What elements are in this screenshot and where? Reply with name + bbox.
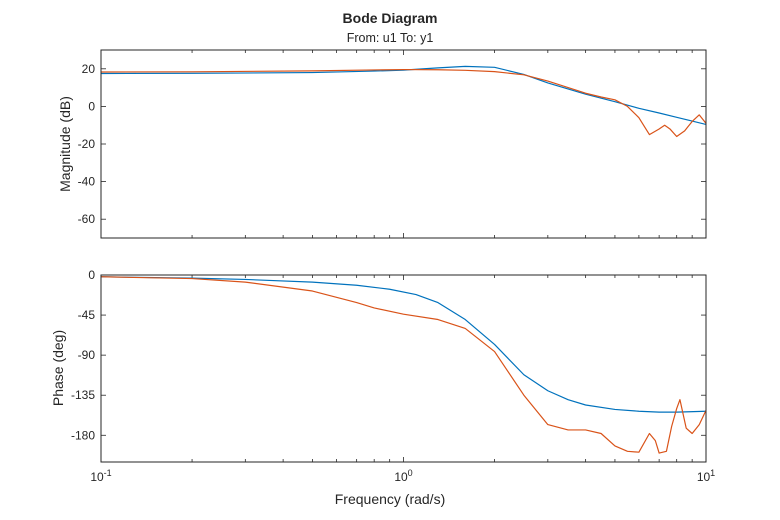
y-tick-label: -60 xyxy=(78,212,96,226)
y-tick-label: -135 xyxy=(71,388,95,402)
y-tick-label: -40 xyxy=(78,175,96,189)
y-tick-label: -180 xyxy=(71,428,95,442)
phase-panel: 0 -45 -90 -135 -180 10-1 100 101 xyxy=(71,268,715,484)
y-tick-label: 0 xyxy=(88,99,95,113)
magnitude-series-1-line xyxy=(101,65,706,126)
y-tick-label: -45 xyxy=(78,308,96,322)
magnitude-axes-box xyxy=(100,49,707,239)
phase-series-1-line xyxy=(101,276,706,413)
phase-axes-box xyxy=(100,274,707,463)
x-tick-label: 101 xyxy=(697,468,715,484)
phase-series-2-line xyxy=(101,276,706,454)
y-tick-label: -20 xyxy=(78,137,96,151)
y-tick-label: 0 xyxy=(88,268,95,282)
magnitude-series-2-line xyxy=(101,68,706,138)
y-tick-label: -90 xyxy=(78,348,96,362)
y-tick-label: 20 xyxy=(82,62,96,76)
chart-subtitle: From: u1 To: y1 xyxy=(346,31,434,45)
frequency-axis-label: Frequency (rad/s) xyxy=(334,491,446,507)
chart-title: Bode Diagram xyxy=(342,10,438,26)
x-tick-label: 100 xyxy=(394,468,412,484)
magnitude-panel: 20 0 -20 -40 -60 xyxy=(78,49,707,239)
x-tick-label: 10-1 xyxy=(90,468,111,484)
